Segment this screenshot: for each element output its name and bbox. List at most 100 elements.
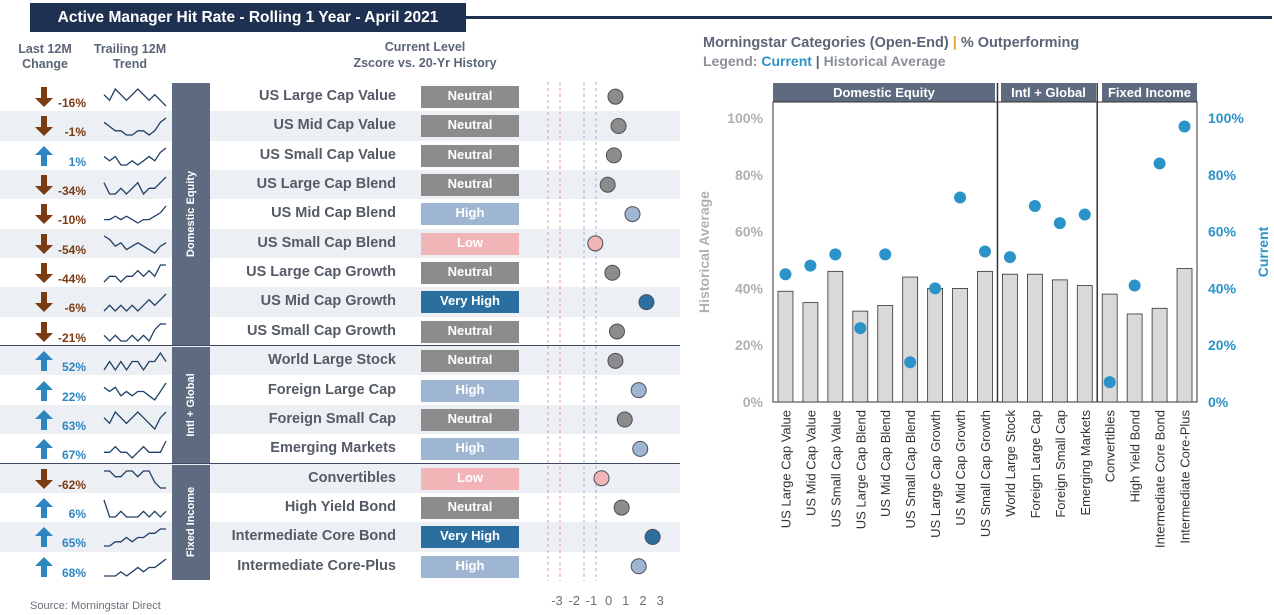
level-badge: High (421, 379, 519, 402)
historical-average-bar (1076, 285, 1093, 403)
level-badge: Neutral (421, 496, 519, 519)
zscore-dot (630, 382, 647, 399)
change-value: -10% (57, 213, 86, 228)
change-value: 22% (61, 389, 86, 404)
arrow-down-icon (35, 204, 53, 225)
table-row (0, 287, 680, 317)
current-dot (1053, 217, 1066, 230)
change-value: -21% (57, 330, 86, 345)
current-dot (1178, 120, 1191, 133)
zscore-tick-label: -3 (551, 593, 563, 608)
change-value: 6% (68, 506, 86, 521)
category-name: US Large Cap Growth (246, 264, 396, 281)
x-category-label: US Large Cap Growth (928, 410, 943, 538)
level-badge: Neutral (421, 144, 519, 167)
current-dot (1078, 208, 1091, 221)
legend-sep: | (815, 53, 820, 69)
change-value: 65% (61, 536, 86, 551)
left-y-tick-label: 0% (743, 394, 764, 410)
zscore-dot (605, 147, 622, 164)
legend-current: Current (761, 53, 812, 69)
historical-average-bar (902, 276, 919, 403)
historical-average-bar (877, 305, 894, 403)
trend-sparkline (103, 323, 166, 342)
trend-sparkline (104, 205, 167, 225)
trend-sparkline (103, 87, 167, 107)
arrow-up-icon (35, 145, 53, 166)
hit-rate-table: -16% US Large Cap Value Neutral -1% US Mid C… (0, 82, 680, 611)
zscore-dot (587, 235, 604, 252)
x-category-label: US Small Cap Blend (903, 410, 918, 529)
right-axis-title: Current (1255, 226, 1271, 277)
change-value: 1% (68, 154, 86, 169)
historical-average-bar (1151, 307, 1168, 403)
level-badge: Very High (421, 526, 519, 549)
current-dot (1128, 279, 1141, 292)
current-dot (1028, 200, 1041, 213)
level-badge: High (421, 203, 519, 226)
zscore-tick-label: 3 (657, 593, 664, 608)
change-value: 68% (61, 565, 86, 580)
category-name: Emerging Markets (270, 440, 396, 457)
zscore-dot (638, 294, 655, 311)
level-badge: Neutral (421, 408, 519, 431)
trend-sparkline (103, 382, 167, 401)
zscore-dot (609, 323, 625, 340)
category-name: Convertibles (308, 469, 396, 486)
header-current-level: Current Level (384, 40, 466, 54)
trend-sparkline (103, 293, 167, 313)
zscore-dot (632, 440, 649, 457)
current-dot (829, 248, 842, 261)
arrow-up-icon (35, 527, 53, 548)
zscore-dot (610, 118, 627, 135)
level-badge: Neutral (421, 320, 519, 343)
level-badge: Low (421, 232, 519, 255)
category-name: US Small Cap Growth (246, 322, 396, 339)
right-y-tick-label: 0% (1208, 394, 1229, 410)
category-name: Intermediate Core-Plus (237, 557, 396, 574)
category-name: US Small Cap Value (259, 146, 396, 163)
change-value: 63% (61, 418, 86, 433)
header-last-12m-change: Last 12M Change (18, 42, 72, 71)
table-row (0, 111, 680, 141)
right-y-tick-label: 100% (1208, 110, 1244, 126)
change-value: -62% (57, 477, 86, 492)
zscore-dot (644, 528, 661, 545)
arrow-up-icon (35, 351, 53, 372)
current-dot (779, 268, 792, 281)
arrow-down-icon (35, 292, 53, 313)
left-axis-title: Historical Average (696, 191, 712, 313)
historical-average-bar (1051, 279, 1068, 403)
arrow-up-icon (35, 497, 53, 518)
current-dot (804, 259, 817, 272)
trend-sparkline (103, 351, 167, 372)
arrow-up-icon (35, 556, 53, 577)
x-category-label: Intermediate Core-Plus (1178, 410, 1193, 544)
x-category-label: High Yield Bond (1128, 410, 1143, 503)
level-badge: High (421, 555, 519, 578)
category-name: US Mid Cap Value (273, 117, 396, 134)
current-dot (1153, 157, 1166, 170)
historical-average-bar (1176, 268, 1193, 403)
table-row (0, 346, 680, 376)
level-badge: Low (421, 467, 519, 490)
zscore-dot (607, 88, 624, 105)
right-y-tick-label: 80% (1208, 167, 1237, 183)
right-y-tick-label: 40% (1208, 280, 1237, 296)
historical-average-bar (852, 310, 869, 403)
current-dot (904, 356, 917, 369)
historical-average-bar (952, 287, 968, 403)
zscore-dot (604, 264, 621, 281)
arrow-down-icon (35, 175, 53, 196)
trend-sparkline (104, 558, 167, 577)
arrow-up-icon (35, 409, 53, 430)
page-title: Active Manager Hit Rate - Rolling 1 Year… (30, 3, 466, 32)
historical-average-bar (1101, 293, 1118, 403)
table-row (0, 404, 680, 435)
current-dot (979, 245, 991, 258)
historical-average-bar (977, 270, 993, 403)
x-category-label: US Mid Cap Blend (878, 410, 893, 517)
trend-sparkline (104, 469, 166, 489)
category-name: World Large Stock (268, 352, 396, 369)
